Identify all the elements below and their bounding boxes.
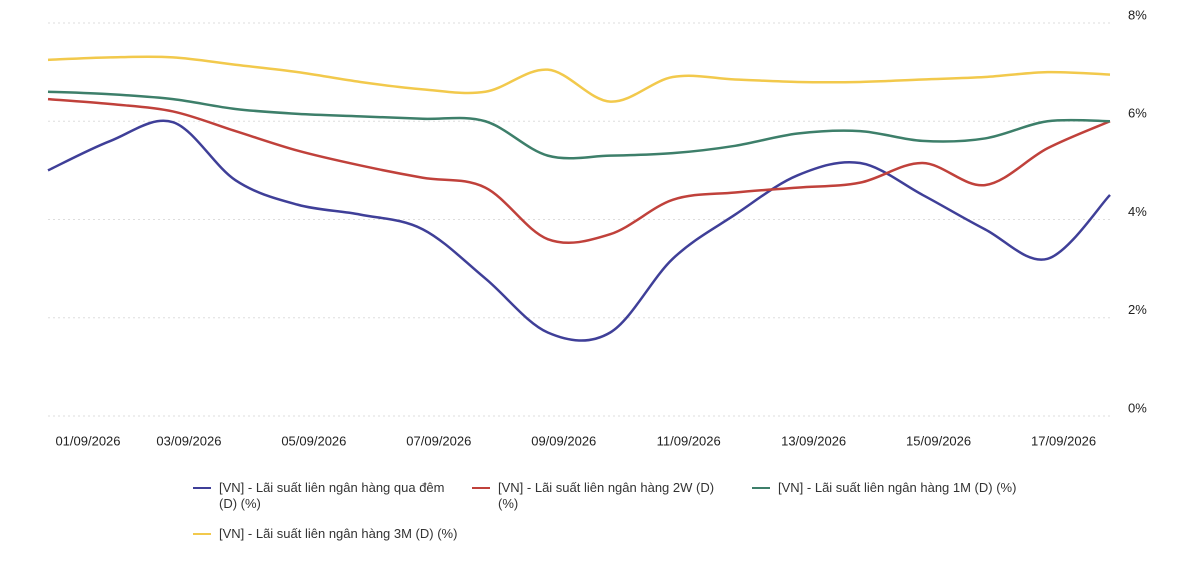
series-line — [47, 90, 1111, 160]
chart: 0% 2% 4% 6% 8% 01/09/2026 03/09/2026 05/09/2026… — [47, 7, 1147, 448]
series-line — [47, 97, 1111, 245]
x-tick-label: 01/09/2026 — [55, 433, 120, 448]
legend-swatch — [752, 487, 770, 489]
legend-item[interactable]: [VN] - Lãi suất liên ngân hàng 1M (D) (%… — [752, 480, 1017, 496]
x-tick-label: 15/09/2026 — [906, 433, 971, 448]
legend-swatch — [193, 487, 211, 489]
x-tick-label: 13/09/2026 — [781, 433, 846, 448]
legend-item[interactable]: [VN] - Lãi suất liên ngân hàng qua đêm (… — [193, 480, 458, 512]
series-line — [47, 119, 1111, 342]
legend-item[interactable]: [VN] - Lãi suất liên ngân hàng 3M (D) (%… — [193, 526, 458, 542]
y-tick-label: 2% — [1128, 302, 1147, 317]
y-tick-label: 4% — [1128, 204, 1147, 219]
legend-label: [VN] - Lãi suất liên ngân hàng 1M (D) (%… — [778, 480, 1017, 495]
x-tick-label: 09/09/2026 — [531, 433, 596, 448]
series-line — [47, 55, 1111, 103]
legend-label: [VN] - Lãi suất liên ngân hàng 3M (D) (%… — [219, 526, 458, 541]
y-tick-label: 8% — [1128, 7, 1147, 22]
x-tick-label: 03/09/2026 — [156, 433, 221, 448]
legend-label: [VN] - Lãi suất liên ngân hàng qua đêm (… — [219, 480, 445, 511]
y-tick-label: 0% — [1128, 400, 1147, 415]
x-tick-label: 07/09/2026 — [406, 433, 471, 448]
x-tick-label: 17/09/2026 — [1031, 433, 1096, 448]
x-tick-label: 05/09/2026 — [281, 433, 346, 448]
legend-label: [VN] - Lãi suất liên ngân hàng 2W (D) (%… — [498, 480, 715, 511]
legend-swatch — [193, 533, 211, 535]
legend-swatch — [472, 487, 490, 489]
x-tick-label: 11/09/2026 — [657, 433, 721, 448]
legend-item[interactable]: [VN] - Lãi suất liên ngân hàng 2W (D) (%… — [472, 480, 737, 512]
y-tick-label: 6% — [1128, 106, 1147, 121]
